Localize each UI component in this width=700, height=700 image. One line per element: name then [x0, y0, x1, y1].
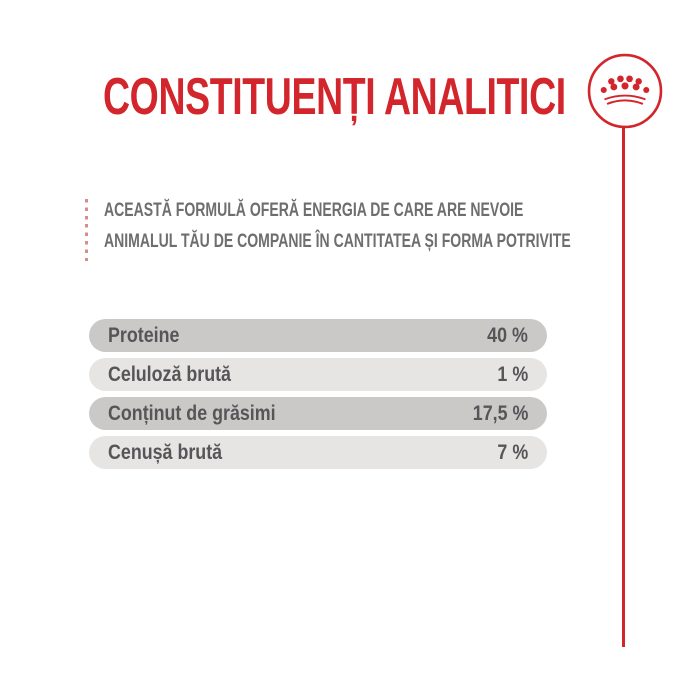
royal-canin-crown-icon — [587, 53, 663, 129]
nutrient-value: 7 % — [497, 440, 528, 464]
nutrient-row-grasimi: Conținut de grăsimi 17,5 % — [89, 397, 547, 430]
nutrient-row-celuloza: Celuloză brută 1 % — [89, 358, 547, 391]
nutrient-row-cenusa: Cenușă brută 7 % — [89, 436, 547, 469]
nutrient-label: Cenușă brută — [108, 440, 223, 464]
nutrient-value: 17,5 % — [472, 401, 528, 425]
nutrient-value: 40 % — [487, 323, 528, 347]
vertical-rule — [622, 128, 625, 647]
nutrient-table: Proteine 40 % Celuloză brută 1 % Conținu… — [89, 319, 547, 475]
intro-text: ACEASTĂ FORMULĂ OFERĂ ENERGIA DE CARE AR… — [104, 195, 571, 257]
nutrient-row-proteine: Proteine 40 % — [89, 319, 547, 352]
nutrient-label: Proteine — [108, 323, 180, 347]
dotted-rule — [85, 199, 88, 261]
intro-line-2: ANIMALUL TĂU DE COMPANIE ÎN CANTITATEA Ș… — [104, 230, 571, 252]
intro-line-1: ACEASTĂ FORMULĂ OFERĂ ENERGIA DE CARE AR… — [104, 199, 524, 221]
page-title: CONSTITUENȚI ANALITICI — [103, 68, 566, 126]
nutrient-label: Celuloză brută — [108, 362, 231, 386]
nutrient-label: Conținut de grăsimi — [108, 401, 276, 425]
nutrient-value: 1 % — [497, 362, 528, 386]
